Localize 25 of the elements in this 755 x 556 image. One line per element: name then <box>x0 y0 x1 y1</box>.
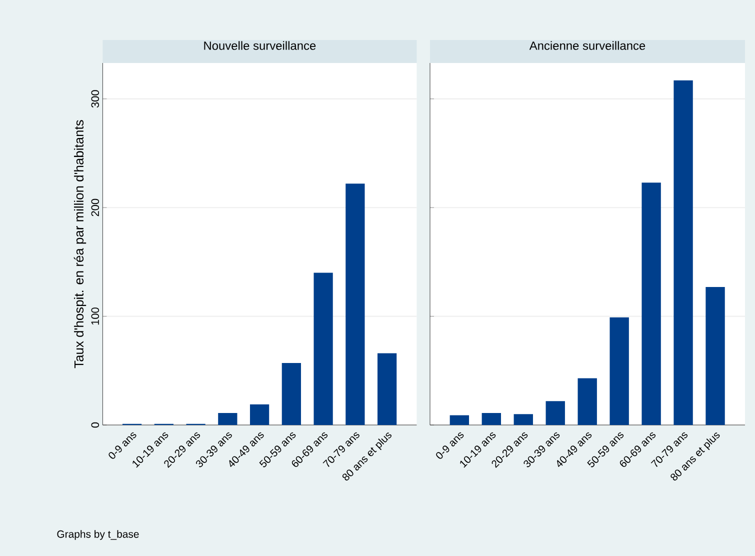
bar <box>482 413 501 425</box>
bar <box>346 184 365 425</box>
x-tick-label: 0-9 ans <box>108 432 136 459</box>
bar <box>218 413 238 425</box>
y-tick-label: 200 <box>91 198 100 216</box>
bar <box>546 401 565 425</box>
y-axis-title: Taux d'hospit. en réa par million d'habitants <box>74 120 86 368</box>
y-tick-label: 100 <box>91 308 100 325</box>
bar <box>314 272 333 425</box>
bar <box>377 353 397 425</box>
bar <box>282 363 301 425</box>
chart-title: Ancienne surveillance <box>529 41 646 50</box>
y-tick-label: 300 <box>91 90 100 108</box>
x-tick-label: 0-9 ans <box>436 432 464 459</box>
bar <box>450 415 470 425</box>
bar <box>706 286 725 425</box>
bar <box>250 404 270 425</box>
bar <box>610 317 629 425</box>
y-tick-label: 0 <box>91 422 100 428</box>
bar <box>578 378 597 425</box>
bar <box>642 182 661 425</box>
text: Graphs by t_base <box>57 530 139 540</box>
chart-title: Nouvelle surveillance <box>204 41 316 50</box>
bar <box>674 80 693 425</box>
bar <box>514 414 533 425</box>
